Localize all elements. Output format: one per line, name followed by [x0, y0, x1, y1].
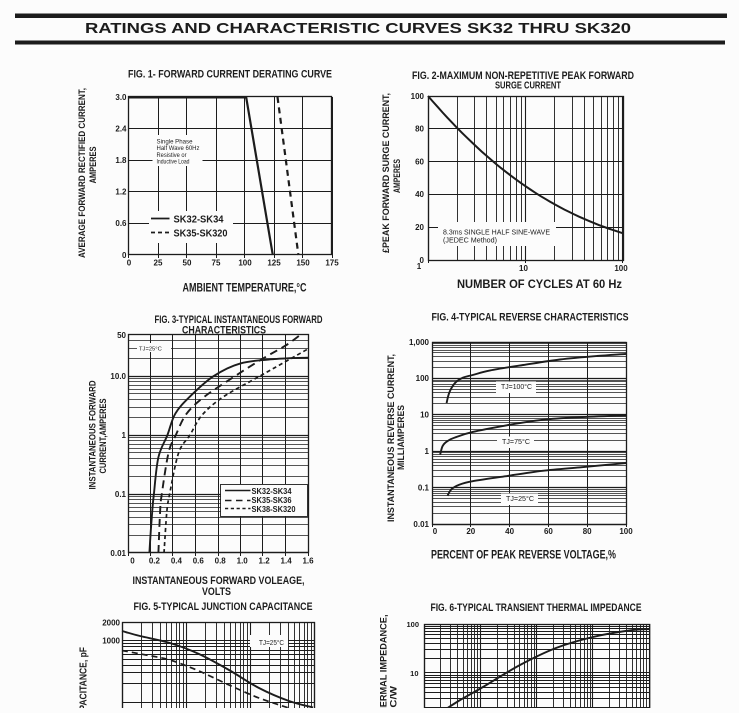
svg-text:2000: 2000	[102, 619, 120, 628]
svg-text:MILLIAMPERES: MILLIAMPERES	[396, 405, 406, 470]
svg-text:0: 0	[127, 259, 132, 268]
svg-text:AMBIENT TEMPERATURE,°C: AMBIENT TEMPERATURE,°C	[183, 283, 307, 295]
svg-text:10: 10	[410, 669, 418, 678]
svg-text:0.01: 0.01	[413, 520, 429, 529]
svg-text:125: 125	[267, 259, 281, 268]
svg-text:3.0: 3.0	[115, 93, 127, 102]
svg-text:1: 1	[122, 431, 127, 440]
svg-text:50: 50	[117, 331, 126, 340]
svg-text:1.6: 1.6	[302, 557, 314, 566]
svg-text:20: 20	[415, 223, 424, 232]
svg-text:0: 0	[420, 256, 425, 265]
svg-text:10.0: 10.0	[110, 372, 126, 381]
svg-text:0: 0	[122, 251, 127, 260]
svg-text:1.2: 1.2	[259, 557, 271, 566]
svg-text:INSTANTANEOUS FORWARD: INSTANTANEOUS FORWARD	[88, 380, 98, 489]
svg-text:100: 100	[411, 92, 425, 101]
svg-text:75: 75	[212, 259, 221, 268]
svg-text:100: 100	[619, 527, 633, 536]
svg-text:60: 60	[544, 527, 553, 536]
svg-text:100: 100	[406, 620, 419, 629]
svg-text:Single Phase: Single Phase	[157, 139, 193, 146]
svg-text:TJ=100°C: TJ=100°C	[501, 382, 532, 391]
svg-text:0.2: 0.2	[149, 557, 161, 566]
svg-text:1: 1	[425, 447, 430, 456]
svg-text:50: 50	[183, 259, 192, 268]
svg-text:80: 80	[415, 125, 424, 134]
svg-text:40: 40	[415, 190, 424, 199]
svg-text:0.01: 0.01	[110, 549, 126, 558]
svg-text:CURRENT,AMPERES: CURRENT,AMPERES	[98, 399, 108, 474]
svg-text:8.3ms SINGLE HALF SINE-WAVE: 8.3ms SINGLE HALF SINE-WAVE	[443, 227, 550, 236]
svg-text:0.4: 0.4	[171, 557, 183, 566]
svg-text:INSTANTANEOUS FORWARD VOLEAGE,: INSTANTANEOUS FORWARD VOLEAGE,	[133, 575, 305, 587]
svg-text:Half Wave 60Hz: Half Wave 60Hz	[157, 145, 200, 152]
svg-text:100: 100	[416, 374, 430, 383]
svg-text:100: 100	[614, 264, 628, 273]
svg-text:1000: 1000	[102, 637, 120, 646]
svg-text:RATINGS AND CHARACTERISTIC CUR: RATINGS AND CHARACTERISTIC CURVES SK32 T…	[85, 20, 631, 37]
svg-text:SURGE CURRENT: SURGE CURRENT	[495, 79, 561, 91]
svg-text:CAPACITANCE, pF: CAPACITANCE, pF	[79, 647, 90, 708]
svg-text:80: 80	[583, 527, 592, 536]
svg-text:FIG. 4-TYPICAL REVERSE CHARACT: FIG. 4-TYPICAL REVERSE CHARACTERISTICS	[432, 312, 629, 324]
svg-text:(JEDEC Method): (JEDEC Method)	[443, 236, 497, 245]
svg-text:1.8: 1.8	[115, 156, 127, 165]
svg-text:0.6: 0.6	[115, 219, 127, 228]
svg-text:0.1: 0.1	[115, 490, 127, 499]
svg-text:1.4: 1.4	[281, 557, 293, 566]
svg-text:SK35-SK320: SK35-SK320	[174, 229, 228, 240]
svg-text:FIG. 3-TYPICAL INSTANTANEOUS F: FIG. 3-TYPICAL INSTANTANEOUS FORWARD	[155, 314, 323, 326]
svg-text:TJ=25°C: TJ=25°C	[139, 347, 162, 353]
svg-text:AMPERES: AMPERES	[88, 147, 98, 184]
svg-text:SK32-SK34: SK32-SK34	[252, 486, 292, 496]
svg-text:INSTANTANEOUS REVERSE CURRENT,: INSTANTANEOUS REVERSE CURRENT,	[386, 354, 396, 522]
svg-text:FIG. 2-MAXIMUM NON-REPETITIVE: FIG. 2-MAXIMUM NON-REPETITIVE PEAK FORWA…	[412, 70, 634, 82]
svg-text:FIG. 5-TYPICAL JUNCTION CAPACI: FIG. 5-TYPICAL JUNCTION CAPACITANCE	[134, 601, 313, 613]
svg-text:THERMAL IMPEDANCE,: THERMAL IMPEDANCE,	[379, 615, 389, 709]
svg-text:20: 20	[466, 527, 475, 536]
svg-text:1.0: 1.0	[237, 557, 249, 566]
svg-text:°C/W: °C/W	[389, 685, 399, 708]
svg-text:0.8: 0.8	[215, 557, 227, 566]
svg-text:60: 60	[415, 157, 424, 166]
svg-text:TJ=25°C: TJ=25°C	[259, 639, 284, 647]
svg-text:100: 100	[238, 259, 252, 268]
svg-text:PERCENT OF PEAK REVERSE VOLTAG: PERCENT OF PEAK REVERSE VOLTAGE,%	[431, 550, 616, 562]
svg-text:1: 1	[417, 262, 422, 271]
svg-text:0.6: 0.6	[193, 557, 205, 566]
svg-text:FIG. 6-TYPICAL TRANSIENT THERM: FIG. 6-TYPICAL TRANSIENT THERMAL IMPEDAN…	[431, 602, 642, 614]
svg-text:SK32-SK34: SK32-SK34	[174, 215, 224, 226]
svg-text:VOLTS: VOLTS	[202, 586, 231, 598]
svg-text:Resistive or: Resistive or	[157, 152, 188, 159]
svg-text:Inductive Load: Inductive Load	[157, 158, 190, 165]
svg-text:£PEAK FORWARD SURGE CURRENT,: £PEAK FORWARD SURGE CURRENT,	[381, 93, 391, 253]
svg-text:10: 10	[519, 264, 528, 273]
svg-text:CHARACTERISTICS: CHARACTERISTICS	[182, 324, 266, 336]
svg-text:40: 40	[505, 527, 514, 536]
svg-text:0: 0	[130, 557, 135, 566]
svg-text:TJ=75°C: TJ=75°C	[502, 437, 530, 446]
svg-text:175: 175	[325, 259, 339, 268]
svg-text:SK35-SK36: SK35-SK36	[252, 495, 292, 505]
svg-text:150: 150	[296, 259, 310, 268]
svg-text:2.4: 2.4	[115, 124, 127, 133]
svg-text:25: 25	[154, 259, 163, 268]
svg-text:SK38-SK320: SK38-SK320	[252, 504, 296, 514]
svg-text:TJ=25°C: TJ=25°C	[506, 494, 534, 503]
svg-text:0: 0	[433, 527, 438, 536]
svg-text:1.2: 1.2	[115, 188, 127, 197]
svg-text:AMPERES: AMPERES	[392, 159, 402, 193]
svg-text:10: 10	[420, 411, 429, 420]
svg-text:NUMBER OF CYCLES AT 60 Hz: NUMBER OF CYCLES AT 60 Hz	[457, 279, 622, 291]
svg-text:1,000: 1,000	[409, 338, 430, 347]
svg-text:AVERAGE FORWARD RECTIFIED CURR: AVERAGE FORWARD RECTIFIED CURRENT,	[77, 88, 87, 258]
svg-text:FIG. 1- FORWARD CURRENT DERATI: FIG. 1- FORWARD CURRENT DERATING CURVE	[128, 69, 332, 81]
svg-text:0.1: 0.1	[418, 483, 430, 492]
